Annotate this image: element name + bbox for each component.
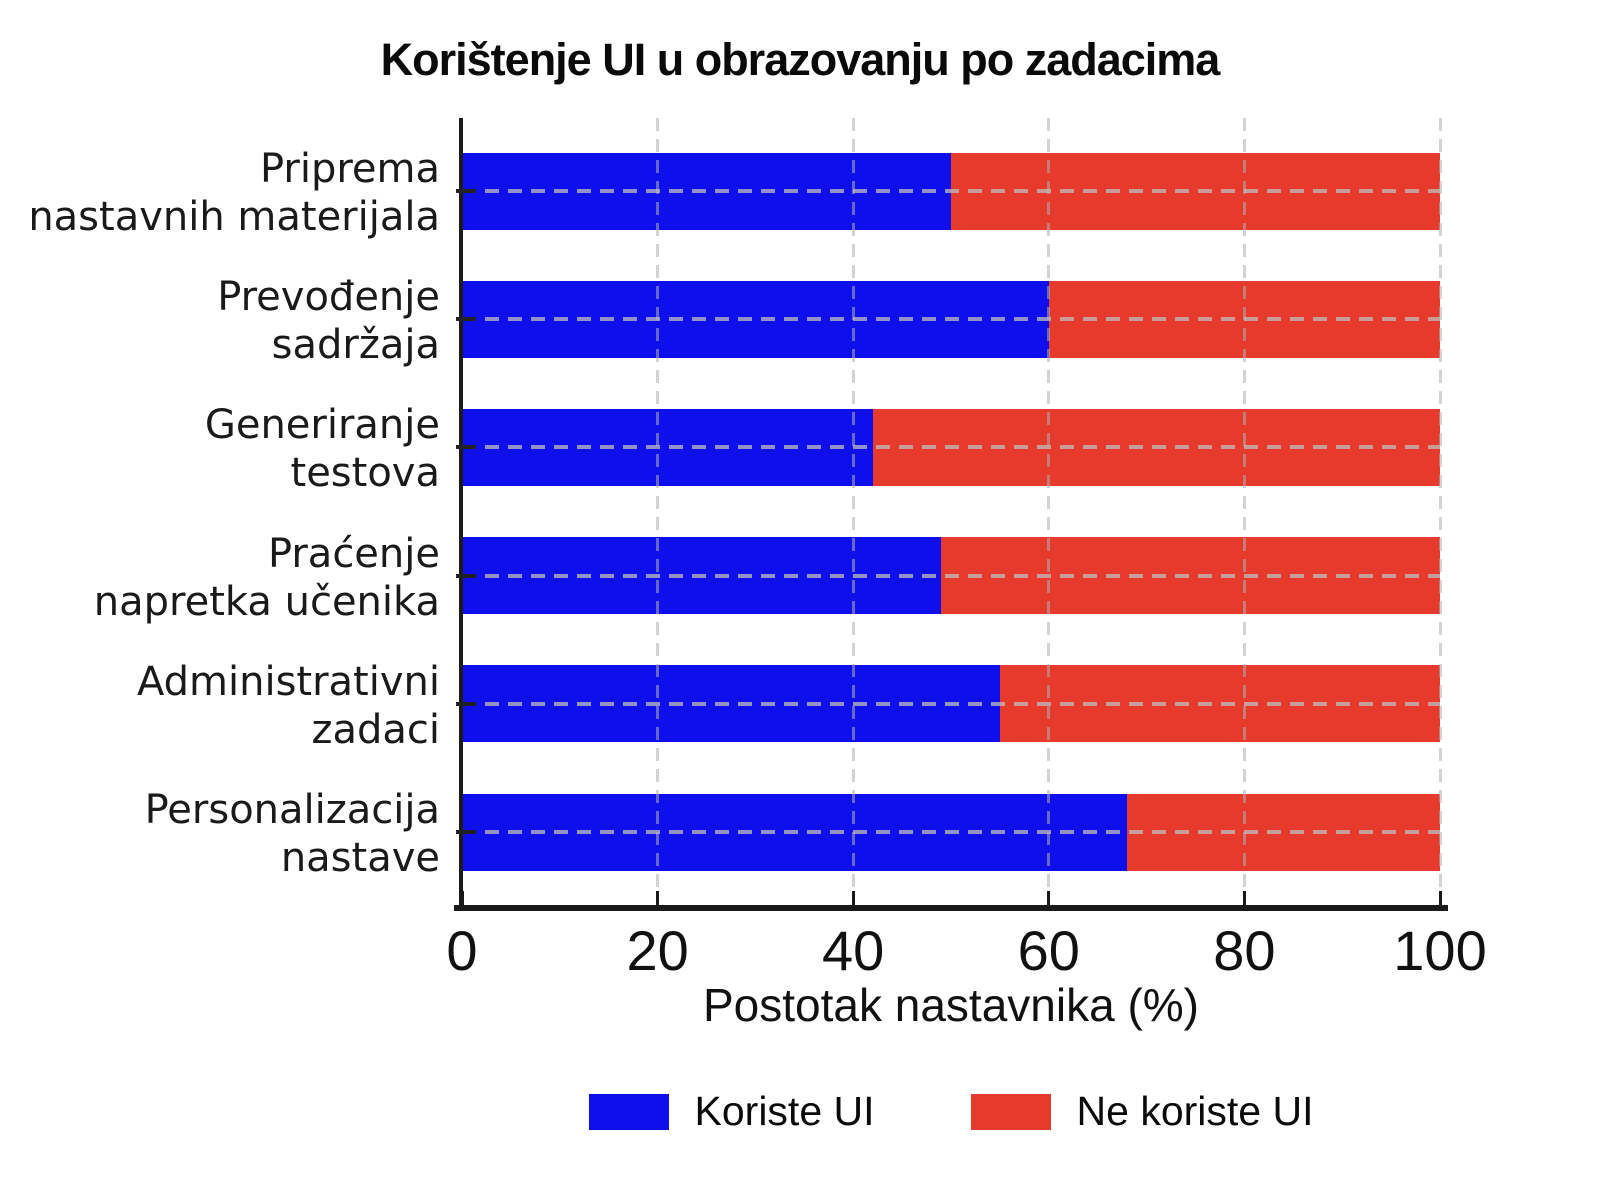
- plot-area: Priprema nastavnih materijala Prevođenje sa…: [28, 118, 1487, 982]
- gridline-vertical: [656, 118, 660, 905]
- x-axis-tick: [1438, 891, 1442, 905]
- gridline-horizontal: [462, 317, 1440, 322]
- gridline-horizontal: [462, 573, 1440, 578]
- y-axis-category-label: Prevođenje sadržaja: [217, 274, 440, 369]
- x-axis-tick: [460, 891, 464, 905]
- gridline-horizontal: [462, 189, 1440, 193]
- y-axis-category-label: Personalizacija nastave: [144, 787, 440, 881]
- legend-item-ne-koriste-ui: Ne koriste UI: [970, 1088, 1314, 1135]
- gridline-horizontal: [462, 445, 1440, 450]
- gridline-horizontal: [462, 701, 1440, 706]
- y-axis-category-label: Priprema nastavnih materijala: [28, 146, 440, 240]
- x-axis-tick: [1047, 891, 1051, 905]
- y-axis-category-label: Praćenje napretka učenika: [93, 530, 440, 625]
- legend-label-koriste-ui: Koriste UI: [694, 1088, 875, 1134]
- x-axis-tick-label: 20: [626, 919, 689, 982]
- y-axis-spine: [459, 118, 463, 910]
- chart-title: Korištenje UI u obrazovanju po zadacima: [380, 34, 1221, 85]
- x-axis-tick-label: 80: [1213, 919, 1276, 982]
- x-axis-spine: [454, 905, 1448, 911]
- x-axis-tick-label: 60: [1017, 919, 1080, 982]
- bar-row: [462, 280, 1440, 358]
- x-axis-tick: [851, 891, 855, 905]
- y-axis-category-label: Administrativni zadaci: [136, 658, 440, 753]
- legend: Koriste UI Ne koriste UI: [462, 1088, 1440, 1135]
- x-axis-tick: [1242, 891, 1246, 905]
- gridline-vertical: [1047, 118, 1051, 905]
- y-axis-tick: [456, 445, 476, 450]
- x-axis-tick-label: 100: [1393, 919, 1487, 982]
- legend-label-ne-koriste-ui: Ne koriste UI: [1076, 1088, 1314, 1134]
- x-axis-tick: [656, 891, 660, 905]
- legend-swatch-koriste-ui: [588, 1093, 669, 1130]
- y-axis-tick: [456, 830, 476, 834]
- legend-swatch-ne-koriste-ui: [970, 1093, 1051, 1130]
- y-axis-tick: [456, 701, 476, 706]
- gridline-vertical: [851, 118, 855, 905]
- bar-row: [462, 537, 1440, 615]
- x-axis-title: Postotak nastavnika (%): [702, 979, 1199, 1031]
- y-axis-tick: [456, 317, 476, 322]
- y-axis-category-label: Generiranje testova: [204, 402, 440, 497]
- y-axis-tick: [456, 573, 476, 578]
- gridline-vertical: [1438, 118, 1442, 905]
- bar-row: [462, 793, 1440, 871]
- gridline-vertical: [1242, 118, 1246, 905]
- bar-row: [462, 152, 1440, 230]
- bar-row: [462, 665, 1440, 743]
- x-axis-tick-label: 40: [822, 919, 885, 982]
- gridline-horizontal: [462, 830, 1440, 834]
- legend-item-koriste-ui: Koriste UI: [588, 1088, 875, 1135]
- y-axis-tick: [456, 189, 476, 193]
- x-axis-tick-label: 0: [446, 919, 478, 982]
- bar-row: [462, 408, 1440, 486]
